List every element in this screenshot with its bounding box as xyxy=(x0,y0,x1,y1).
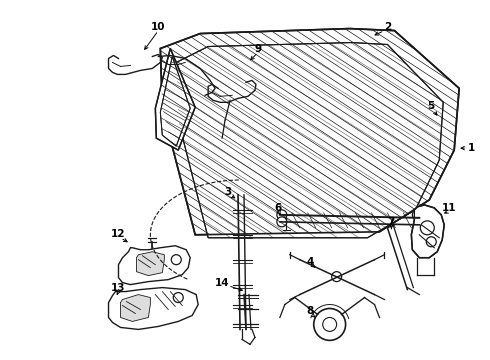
Text: 8: 8 xyxy=(306,306,314,316)
Circle shape xyxy=(420,221,434,235)
Circle shape xyxy=(323,318,337,332)
Text: 2: 2 xyxy=(384,22,391,32)
Circle shape xyxy=(277,210,287,220)
Circle shape xyxy=(314,309,345,340)
Circle shape xyxy=(277,217,287,227)
Text: 9: 9 xyxy=(254,44,262,54)
Text: 1: 1 xyxy=(467,143,475,153)
Text: 7: 7 xyxy=(388,217,395,227)
Circle shape xyxy=(332,272,342,282)
Polygon shape xyxy=(412,205,444,258)
Polygon shape xyxy=(176,42,443,238)
Text: 11: 11 xyxy=(442,203,457,213)
Text: 14: 14 xyxy=(215,278,229,288)
Text: 4: 4 xyxy=(306,257,314,267)
Text: 13: 13 xyxy=(111,283,126,293)
Polygon shape xyxy=(119,246,190,285)
Text: 3: 3 xyxy=(224,187,232,197)
Text: 5: 5 xyxy=(428,101,435,111)
Polygon shape xyxy=(155,49,195,150)
Circle shape xyxy=(173,293,183,302)
Circle shape xyxy=(413,210,422,220)
Circle shape xyxy=(172,255,181,265)
Polygon shape xyxy=(136,252,164,276)
Text: 12: 12 xyxy=(111,229,126,239)
Polygon shape xyxy=(160,28,459,235)
Circle shape xyxy=(426,237,436,247)
Polygon shape xyxy=(121,294,150,321)
Polygon shape xyxy=(160,57,190,146)
Text: 6: 6 xyxy=(274,203,281,213)
Polygon shape xyxy=(108,288,198,329)
Text: 10: 10 xyxy=(151,22,166,32)
